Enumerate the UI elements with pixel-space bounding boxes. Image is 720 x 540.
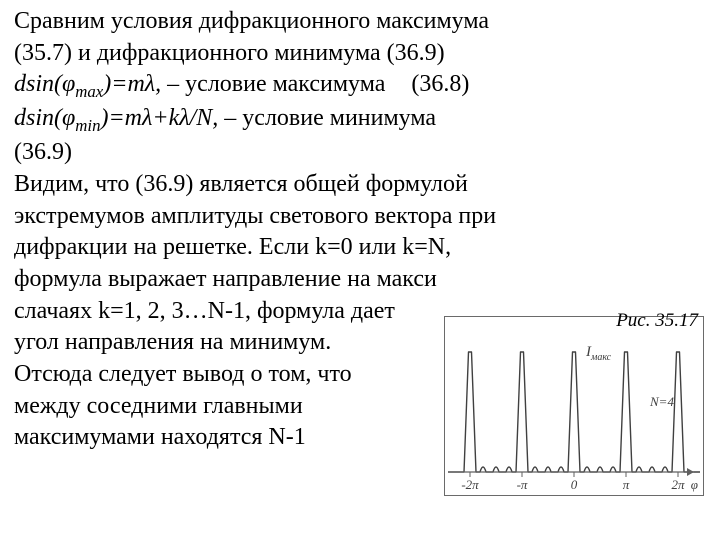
paragraph-line: формула выражает направление на макси — [14, 264, 706, 296]
paragraph-line: дифракции на решетке. Если k=0 или k=N, — [14, 232, 706, 264]
eq1-ref: (36.8) — [411, 71, 469, 97]
paragraph-line: (35.7) и дифракционного минимума (36.9) — [14, 38, 706, 70]
equation-line: dsin(φmax)=mλ, – условие максимума (36.8) — [14, 69, 706, 103]
svg-text:-π: -π — [517, 477, 528, 492]
eq2-desc: – условие минимума — [218, 105, 436, 131]
eq1-left-b: )=mλ, — [103, 71, 161, 97]
svg-text:-2π: -2π — [461, 477, 479, 492]
svg-text:φ: φ — [691, 477, 698, 492]
document-page: Сравним условия дифракционного максимума… — [0, 0, 720, 540]
eq2-left-b: )=mλ+kλ/N, — [100, 105, 218, 131]
figure-caption: Рис. 35.17 — [616, 310, 698, 332]
svg-text:π: π — [623, 477, 630, 492]
svg-text:N=4: N=4 — [649, 394, 674, 409]
eq1-desc: – условие максимума — [161, 71, 385, 97]
paragraph-line: Сравним условия дифракционного максимума — [14, 6, 706, 38]
eq2-subscript: min — [75, 116, 100, 135]
figure-container: Рис. 35.17 -2π-π0π2πφIмаксN=4 — [444, 316, 708, 502]
equation-ref-line: (36.9) — [14, 137, 706, 169]
svg-text:2π: 2π — [671, 477, 685, 492]
diffraction-intensity-chart: -2π-π0π2πφIмаксN=4 — [444, 316, 704, 496]
paragraph-line: экстремумов амплитуды светового вектора … — [14, 201, 706, 233]
svg-text:0: 0 — [571, 477, 578, 492]
paragraph-line: Видим, что (36.9) является общей формуло… — [14, 169, 706, 201]
equation-line: dsin(φmin)=mλ+kλ/N, – условие минимума — [14, 103, 706, 137]
eq1-left-a: dsin(φ — [14, 71, 75, 97]
eq2-left-a: dsin(φ — [14, 105, 75, 131]
eq1-subscript: max — [75, 82, 103, 101]
